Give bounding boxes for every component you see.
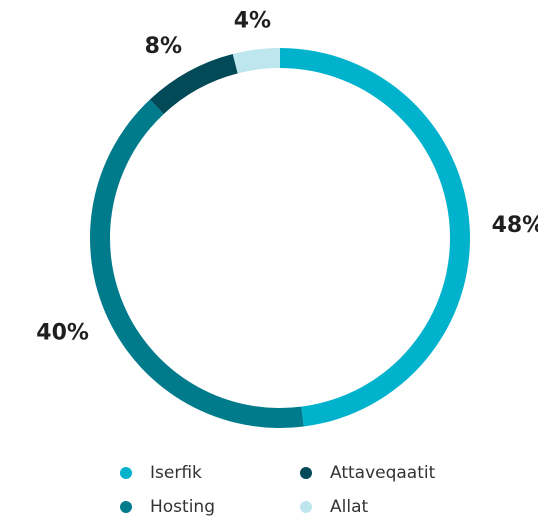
legend-label: Attaveqaatit <box>330 463 436 483</box>
slice-label-iserfik: 48% <box>492 213 538 238</box>
legend-item-allat: Allat <box>300 496 480 518</box>
slice-label-hosting: 40% <box>36 321 89 346</box>
slice-label-allat: 4% <box>234 9 271 34</box>
slice-allat <box>232 48 280 74</box>
legend-label: Iserfik <box>150 463 202 483</box>
donut-slices <box>89 48 471 429</box>
legend-label: Allat <box>330 497 369 517</box>
legend-marker-icon <box>300 467 312 479</box>
slice-attaveqaatit <box>149 53 238 115</box>
slice-hosting <box>89 99 304 429</box>
legend-item-attaveqaatit: Attaveqaatit <box>300 462 480 484</box>
chart-legend: Iserfik Attaveqaatit Hosting Allat <box>120 462 480 518</box>
slice-labels: 48% 40% 8% 4% <box>36 9 538 346</box>
legend-item-iserfik: Iserfik <box>120 462 300 484</box>
legend-marker-icon <box>120 501 132 513</box>
slice-iserfik <box>280 48 471 427</box>
legend-marker-icon <box>120 467 132 479</box>
legend-marker-icon <box>300 501 312 513</box>
legend-label: Hosting <box>150 497 215 517</box>
legend-item-hosting: Hosting <box>120 496 300 518</box>
slice-label-attaveqaatit: 8% <box>145 34 182 59</box>
